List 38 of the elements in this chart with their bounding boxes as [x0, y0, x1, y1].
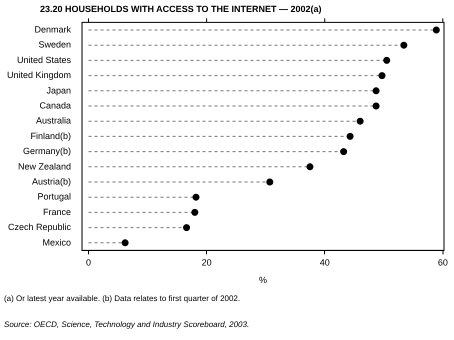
y-tick-label: Austria(b) — [32, 176, 72, 186]
y-tick-label: France — [43, 206, 72, 217]
y-tick-label: Australia — [36, 116, 72, 126]
point — [122, 239, 129, 246]
point — [372, 102, 380, 110]
y-tick-label: Japan — [46, 85, 72, 96]
point — [432, 26, 440, 34]
point — [191, 208, 198, 216]
y-tick-label: Germany(b) — [23, 146, 72, 156]
x-axis-title: % — [259, 275, 268, 286]
chart-title: 23.20 HOUSEHOLDS WITH ACCESS TO THE INTERNET — 2002(a) — [40, 4, 322, 14]
source-note: Source: OECD, Science, Technology and Industry Scoreboard, 2003. — [4, 320, 250, 329]
point — [183, 224, 190, 232]
y-tick-label: Czech Republic — [8, 222, 72, 232]
point — [192, 194, 200, 201]
point — [356, 118, 364, 125]
x-tick-label: 40 — [320, 257, 330, 268]
text: (a) Or latest year available. (b) Data relates to first quarter of 2002. — [4, 294, 240, 303]
y-tick-label: United States — [17, 54, 72, 65]
y-tick-label: Denmark — [34, 24, 72, 34]
y-tick-label: United Kingdom — [6, 70, 72, 80]
x-tick-label: 60 — [438, 257, 448, 268]
x-tick-label: 20 — [202, 257, 212, 268]
y-tick-label: Finland(b) — [30, 130, 72, 141]
point — [306, 163, 314, 170]
point — [378, 72, 386, 80]
y-tick-label: Mexico — [42, 237, 72, 248]
y-tick-label: Portugal — [38, 192, 72, 202]
point — [400, 42, 408, 49]
x-tick-label: 0 — [86, 257, 92, 268]
point — [340, 148, 348, 156]
point — [372, 87, 380, 94]
y-tick-label: New Zealand — [18, 161, 72, 172]
point — [346, 132, 354, 140]
y-tick-label: Sweden — [38, 40, 72, 50]
point — [383, 56, 390, 64]
point — [266, 178, 274, 186]
y-tick-label: Canada — [40, 100, 72, 110]
